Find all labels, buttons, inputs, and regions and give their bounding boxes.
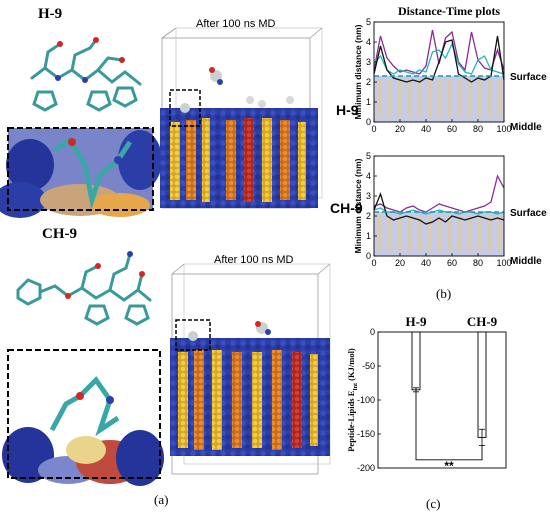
lipid-band-stripe [468,216,471,252]
y-tick-label: 1 [366,97,371,107]
y-tick-label: 2 [366,77,371,87]
lipid-band-stripe [438,80,441,118]
panel-c-label: (c) [426,496,441,511]
x-tick-label: 0 [371,258,376,268]
lipid-band-stripe [378,80,381,118]
bar-y-tick-label: -200 [357,463,375,473]
x-tick-label: 20 [395,124,405,134]
bar-CH-9 [477,331,487,438]
series-line-0 [373,29,505,75]
y-tick-label: 4 [366,37,371,47]
x-tick-label: 40 [421,124,431,134]
distance-plot-1: 0 1 2 3 4 5 0 20 40 60 80 100 Minimum distance (nm) S… [353,151,547,268]
lipid-band-stripe [478,216,481,252]
bar-y-tick-label: -50 [362,361,375,371]
lipid-band-stripe [488,80,491,118]
h9-md-caption: After 100 ns MD [196,18,276,30]
lipid-band-stripe [458,216,461,252]
series-line-1 [373,42,505,75]
x-tick-label: 20 [395,258,405,268]
b-row-h9-label: H-9 [336,102,359,118]
x-tick-label: 100 [496,258,511,268]
ch9-molecule-structure [16,251,152,326]
y-tick-label: 0 [366,251,371,261]
lipid-band-stripe [388,216,391,252]
x-tick-label: 80 [473,124,483,134]
lipid-band-stripe [468,80,471,118]
panel-a-label: (a) [154,492,169,507]
surface-label: Surface [510,72,547,83]
surface-label: Surface [510,208,547,219]
b-row-ch9-label: CH-9 [330,200,363,216]
x-tick-label: 80 [473,258,483,268]
plot-frame [373,155,505,257]
plot-frame [373,21,505,123]
lipid-band-stripe [488,216,491,252]
y-axis-title: Minimum distance (nm) [353,24,363,119]
lipid-band-stripe [478,80,481,118]
series-line-2 [373,35,505,83]
panel-b-label: (b) [436,286,452,301]
distance-plot-0: 0 1 2 3 4 5 0 20 40 60 80 100 Minimum distance (nm) S… [353,17,547,134]
significance-marker: ** [444,459,454,473]
lipid-band-stripe [398,80,401,118]
h9-md-box [160,27,323,209]
bar-frame [377,331,507,469]
lipid-band-stripe [378,216,381,252]
lipid-band-stripe [418,216,421,252]
series-line-0 [373,174,505,213]
lipid-band-stripe [408,216,411,252]
lipid-band-stripe [498,80,501,118]
y-tick-label: 3 [366,191,371,201]
category-label-H-9: H-9 [406,314,427,329]
bar-chart-group: 0 -50 -100 -150 -200 H-9 CH-9 ** Peptide-Lipids … [346,314,507,473]
distance-time-title: Distance-Time plots [398,4,501,18]
bar-y-tick-label: -100 [357,395,375,405]
y-axis-title: Minimum distance (nm) [353,158,363,253]
x-tick-label: 60 [447,124,457,134]
lipid-band-stripe [428,80,431,118]
y-tick-label: 5 [366,151,371,161]
h9-molecule-structure [30,37,142,112]
ch9-md-caption: After 100 ns MD [214,254,294,266]
lipid-band-stripe [438,216,441,252]
x-tick-label: 100 [496,124,511,134]
lipid-band-stripe [458,80,461,118]
h9-title: H-9 [38,6,63,22]
y-tick-label: 0 [366,117,371,127]
bar-y-axis-title: Peptide-Lipids EInt (KJ/mol) [346,348,359,452]
bar-H-9 [411,331,421,391]
lipid-band-stripe [448,216,451,252]
y-tick-label: 1 [366,231,371,241]
bar-y-tick-label: 0 [370,327,375,337]
y-tick-label: 5 [366,17,371,27]
lipid-band-stripe [418,80,421,118]
ch9-md-box [170,263,331,475]
series-line-2 [373,192,505,225]
ch9-title: CH-9 [42,226,77,242]
y-tick-label: 3 [366,57,371,67]
lipid-band-stripe [448,80,451,118]
lipid-band-stripe [498,216,501,252]
lipid-band-stripe [388,80,391,118]
category-label-CH-9: CH-9 [467,314,498,329]
ch9-zoom-inset [2,349,164,486]
lipid-band-stripe [428,216,431,252]
x-tick-label: 0 [371,124,376,134]
y-tick-label: 4 [366,171,371,181]
x-tick-label: 40 [421,258,431,268]
x-tick-label: 60 [447,258,457,268]
lipid-band-stripe [398,216,401,252]
lipid-band-stripe [408,80,411,118]
bar-y-tick-label: -150 [357,429,375,439]
middle-label: Middle [510,122,542,133]
middle-label: Middle [510,256,542,267]
y-tick-label: 2 [366,211,371,221]
h9-zoom-inset [0,127,162,218]
significance-bracket [415,391,483,461]
